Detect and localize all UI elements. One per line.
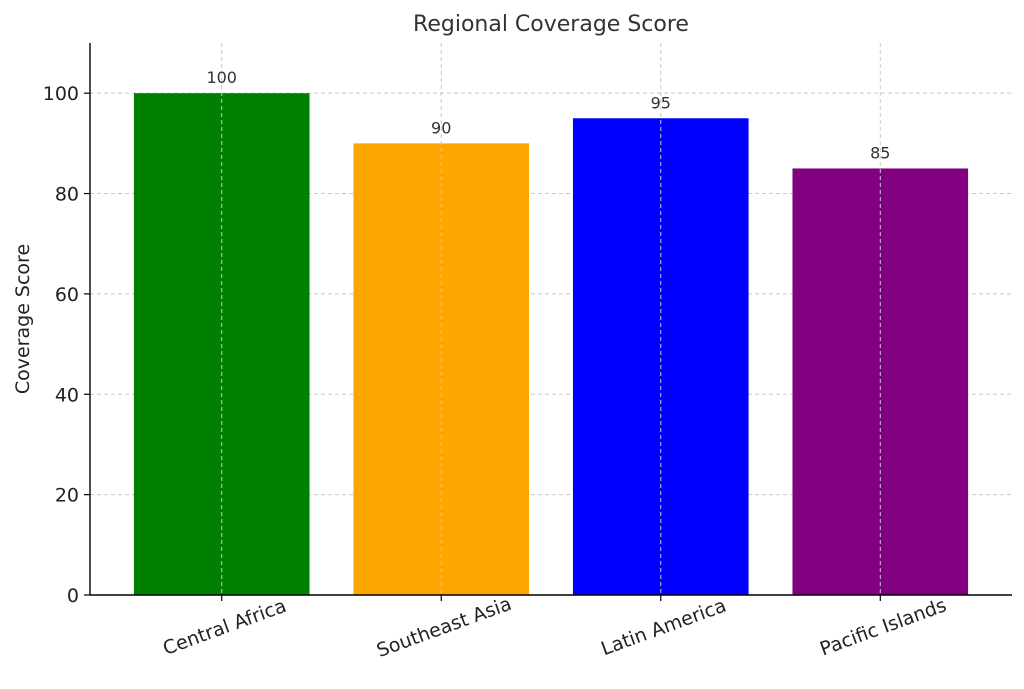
data-label: 90 bbox=[431, 118, 451, 137]
x-tick-label: Central Africa bbox=[160, 595, 289, 660]
y-tick-label: 0 bbox=[67, 585, 79, 607]
data-label: 100 bbox=[206, 68, 237, 87]
bars bbox=[133, 93, 969, 596]
y-tick-label: 80 bbox=[55, 184, 79, 206]
bar bbox=[572, 118, 749, 595]
x-tick-label: Southeast Asia bbox=[374, 593, 515, 662]
y-tick-label: 20 bbox=[55, 485, 79, 507]
axes bbox=[84, 43, 1012, 601]
data-label: 95 bbox=[651, 93, 671, 112]
y-tick-label: 60 bbox=[55, 284, 79, 306]
y-tick-label: 100 bbox=[43, 83, 79, 105]
y-tick-label: 40 bbox=[55, 384, 79, 406]
data-label: 85 bbox=[870, 143, 890, 162]
chart-title: Regional Coverage Score bbox=[413, 12, 689, 37]
x-tick-label: Latin America bbox=[598, 595, 729, 661]
y-axis-label: Coverage Score bbox=[12, 244, 34, 394]
x-tick-label: Pacific Islands bbox=[817, 594, 949, 660]
